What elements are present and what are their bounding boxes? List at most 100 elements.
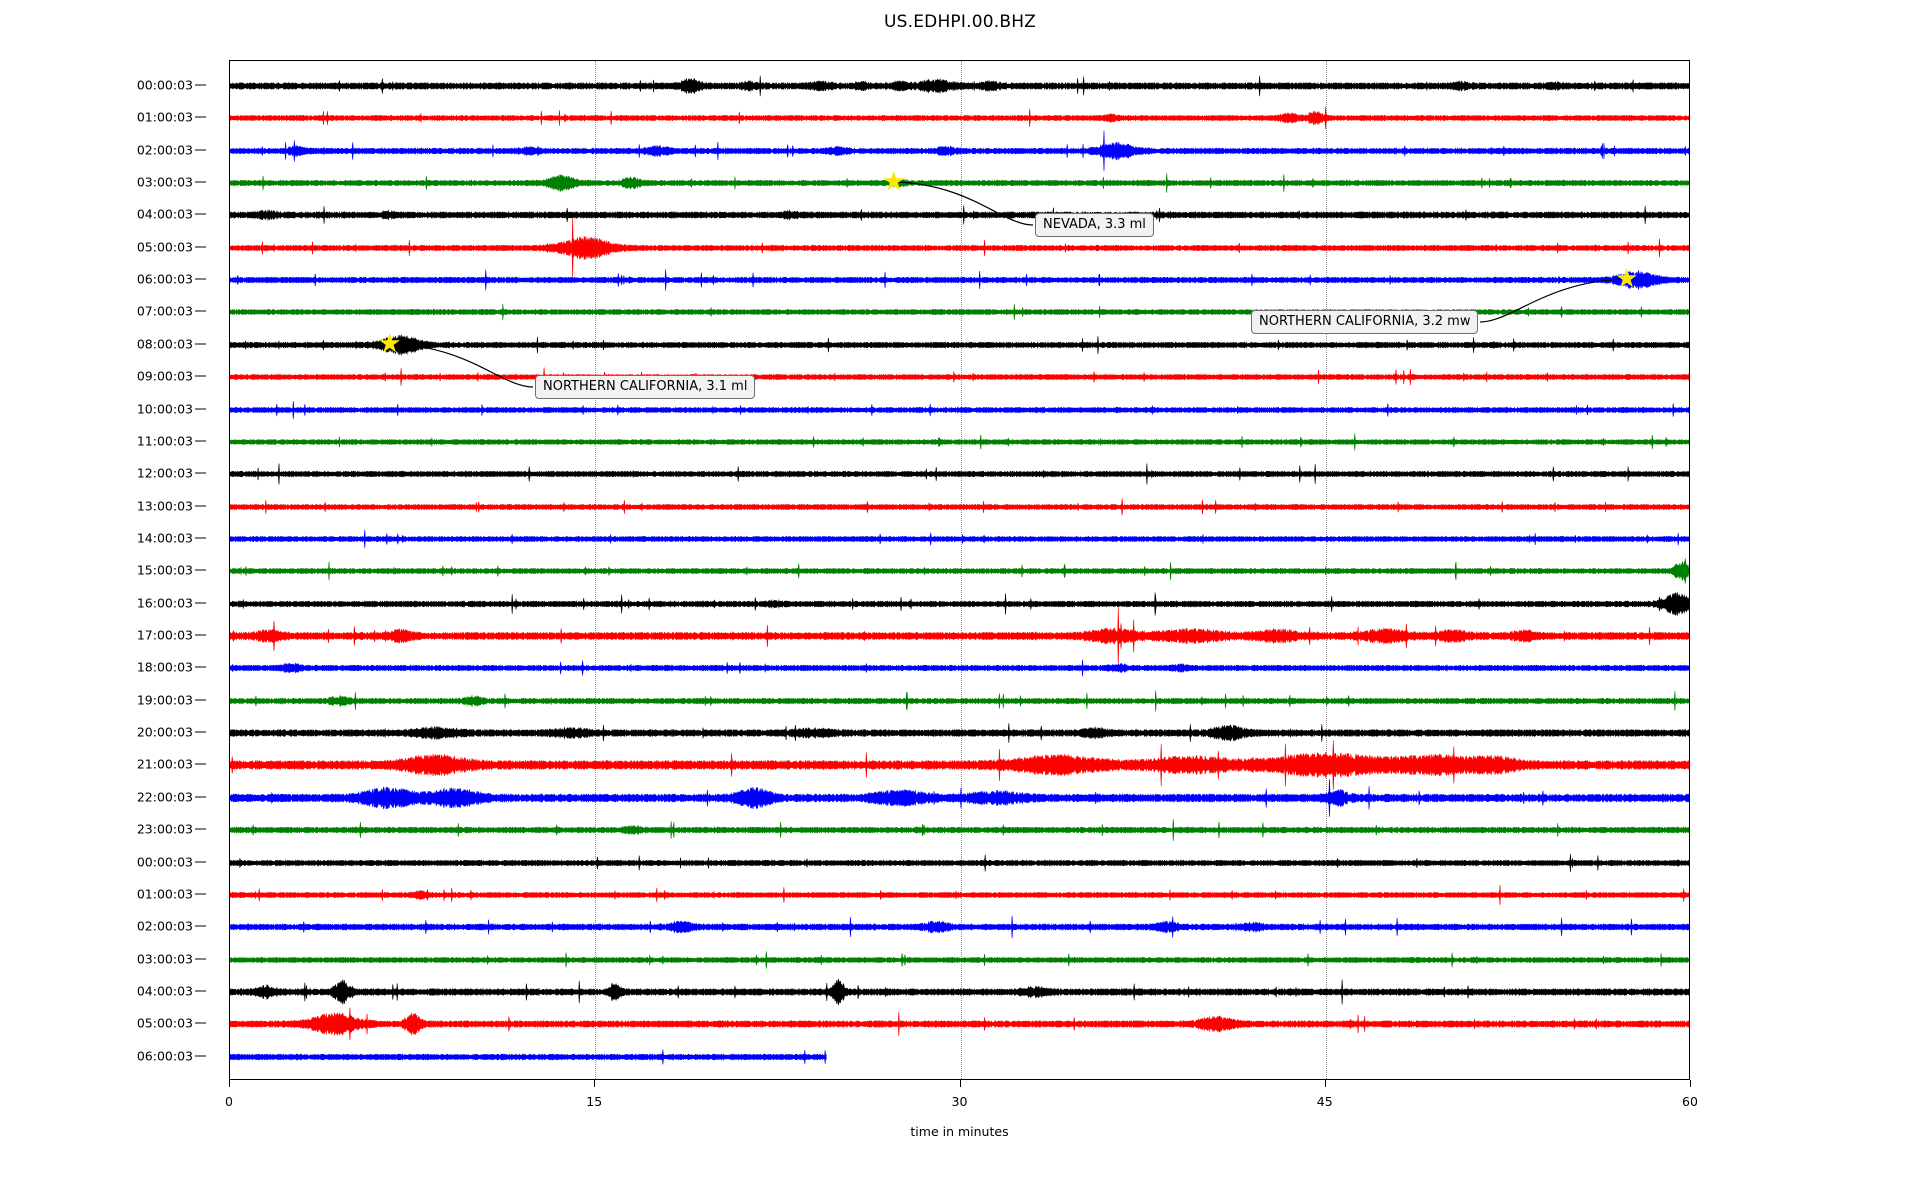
trace-row <box>230 604 1689 668</box>
y-tick-label: 04:00:03 <box>136 206 193 222</box>
trace-path <box>230 130 1689 171</box>
trace-path <box>230 660 1689 677</box>
trace-path <box>230 529 1689 549</box>
trace-row <box>230 280 1689 344</box>
trace-row <box>230 992 1689 1056</box>
trace-path <box>230 723 1689 743</box>
y-tick-label: 11:00:03 <box>136 433 193 449</box>
y-tick-mark <box>195 666 206 668</box>
trace-path <box>230 950 1689 969</box>
y-tick-mark <box>195 116 206 118</box>
trace-row <box>230 216 1689 280</box>
y-tick-label: 01:00:03 <box>136 886 193 902</box>
trace-row <box>230 61 1689 118</box>
trace-row <box>230 960 1689 1024</box>
y-tick-mark <box>195 1022 206 1024</box>
trace-path <box>230 819 1689 842</box>
y-tick-mark <box>195 861 206 863</box>
trace-path <box>230 269 1689 291</box>
plot-area <box>229 60 1690 1080</box>
x-tick-mark <box>1324 1080 1326 1087</box>
y-tick-mark <box>195 796 206 798</box>
trace-path <box>230 304 1689 321</box>
y-tick-label: 16:00:03 <box>136 595 193 611</box>
y-tick-mark <box>195 763 206 765</box>
trace-path <box>230 916 1689 939</box>
y-tick-mark <box>195 440 206 442</box>
trace-row <box>230 669 1689 733</box>
x-tick-label: 15 <box>586 1094 603 1109</box>
trace-path <box>230 107 1689 130</box>
trace-row <box>230 863 1689 927</box>
trace-row <box>230 410 1689 474</box>
x-axis-title: time in minutes <box>910 1124 1009 1139</box>
y-axis: 00:00:03 01:00:03 02:00:03 03:00:03 04:00:03… <box>0 60 229 1080</box>
trace-path <box>230 463 1689 485</box>
y-tick-label: 06:00:03 <box>136 271 193 287</box>
y-tick-label: 05:00:03 <box>136 239 193 255</box>
trace-path <box>230 778 1689 817</box>
y-tick-label: 12:00:03 <box>136 465 193 481</box>
y-tick-label: 01:00:03 <box>136 109 193 125</box>
y-tick-label: 14:00:03 <box>136 530 193 546</box>
y-tick-label: 08:00:03 <box>136 336 193 352</box>
y-tick-label: 19:00:03 <box>136 692 193 708</box>
trace-path <box>230 334 1689 356</box>
x-tick-mark <box>959 1080 961 1087</box>
page-title: US.EDHPI.00.BHZ <box>883 12 1037 32</box>
trace-path <box>230 690 1689 712</box>
trace-row <box>230 378 1689 442</box>
y-tick-mark <box>195 537 206 539</box>
trace-row <box>230 442 1689 506</box>
y-tick-mark <box>195 828 206 830</box>
y-tick-mark <box>195 84 206 86</box>
event-annotation-label[interactable]: NORTHERN CALIFORNIA, 3.2 mw <box>1251 310 1479 334</box>
trace-row <box>230 572 1689 636</box>
trace-path <box>230 75 1689 97</box>
y-tick-label: 21:00:03 <box>136 756 193 772</box>
y-tick-mark <box>195 408 206 410</box>
trace-path <box>230 978 1689 1006</box>
y-tick-label: 00:00:03 <box>136 854 193 870</box>
y-tick-mark <box>195 569 206 571</box>
x-tick-label: 30 <box>951 1094 968 1109</box>
trace-path <box>230 740 1689 791</box>
y-tick-label: 18:00:03 <box>136 659 193 675</box>
trace-row <box>230 733 1689 797</box>
event-annotation-label[interactable]: NEVADA, 3.3 ml <box>1035 213 1154 237</box>
trace-row <box>230 1025 1689 1079</box>
y-tick-label: 02:00:03 <box>136 142 193 158</box>
y-tick-mark <box>195 278 206 280</box>
trace-row <box>230 507 1689 571</box>
y-tick-mark <box>195 310 206 312</box>
trace-path <box>230 606 1689 666</box>
y-tick-label: 03:00:03 <box>136 174 193 190</box>
trace-path <box>230 884 1689 905</box>
y-tick-label: 17:00:03 <box>136 627 193 643</box>
y-tick-mark <box>195 375 206 377</box>
y-tick-label: 20:00:03 <box>136 724 193 740</box>
trace-path <box>230 1008 1689 1041</box>
x-tick-label: 60 <box>1682 1094 1698 1109</box>
trace-row <box>230 895 1689 959</box>
x-tick-mark <box>1690 1080 1691 1087</box>
y-tick-label: 06:00:03 <box>136 1048 193 1064</box>
y-tick-label: 00:00:03 <box>136 77 193 93</box>
y-tick-mark <box>195 602 206 604</box>
y-tick-mark <box>195 181 206 183</box>
trace-row <box>230 766 1689 830</box>
y-tick-mark <box>195 343 206 345</box>
trace-path <box>230 400 1689 419</box>
y-tick-mark <box>195 990 206 992</box>
y-tick-mark <box>195 1055 206 1057</box>
trace-row <box>230 313 1689 377</box>
trace-path <box>230 216 1689 279</box>
trace-row <box>230 539 1689 603</box>
trace-path <box>230 592 1689 616</box>
y-tick-mark <box>195 925 206 927</box>
x-tick-label: 45 <box>1316 1094 1333 1109</box>
event-annotation-label[interactable]: NORTHERN CALIFORNIA, 3.1 ml <box>535 375 756 399</box>
y-tick-label: 10:00:03 <box>136 401 193 417</box>
y-tick-mark <box>195 505 206 507</box>
trace-path <box>230 433 1689 451</box>
